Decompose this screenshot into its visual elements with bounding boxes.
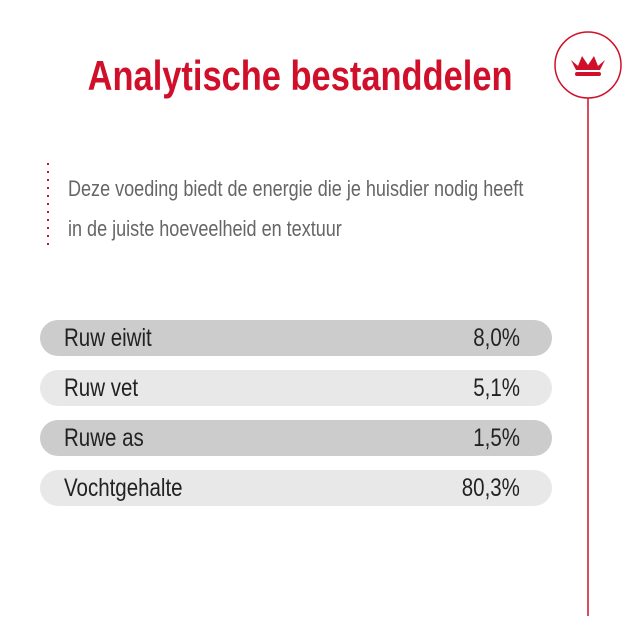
row-value: 8,0% bbox=[473, 324, 520, 352]
row-value: 1,5% bbox=[473, 424, 520, 452]
row-label: Ruw eiwit bbox=[64, 324, 152, 352]
row-label: Ruwe as bbox=[64, 424, 144, 452]
subtitle-line: Deze voeding biedt de energie die je hui… bbox=[68, 176, 623, 202]
subtitle-line: in de juiste hoeveelheid en textuur bbox=[68, 216, 402, 242]
row-value: 80,3% bbox=[461, 474, 520, 502]
table-row: Ruwe as 1,5% bbox=[40, 420, 552, 456]
table-row: Vochtgehalte 80,3% bbox=[40, 470, 552, 506]
crown-logo bbox=[571, 56, 605, 76]
title: Analytische bestanddelen bbox=[0, 52, 600, 100]
subtitle-text: Deze voeding biedt de energie die je hui… bbox=[68, 176, 524, 201]
row-label: Ruw vet bbox=[64, 374, 139, 402]
table-row: Ruw vet 5,1% bbox=[40, 370, 552, 406]
row-value: 5,1% bbox=[473, 374, 520, 402]
row-label: Vochtgehalte bbox=[64, 474, 183, 502]
table-row: Ruw eiwit 8,0% bbox=[40, 320, 552, 356]
subtitle-text: in de juiste hoeveelheid en textuur bbox=[68, 216, 342, 241]
title-text: Analytische bestanddelen bbox=[87, 52, 513, 99]
